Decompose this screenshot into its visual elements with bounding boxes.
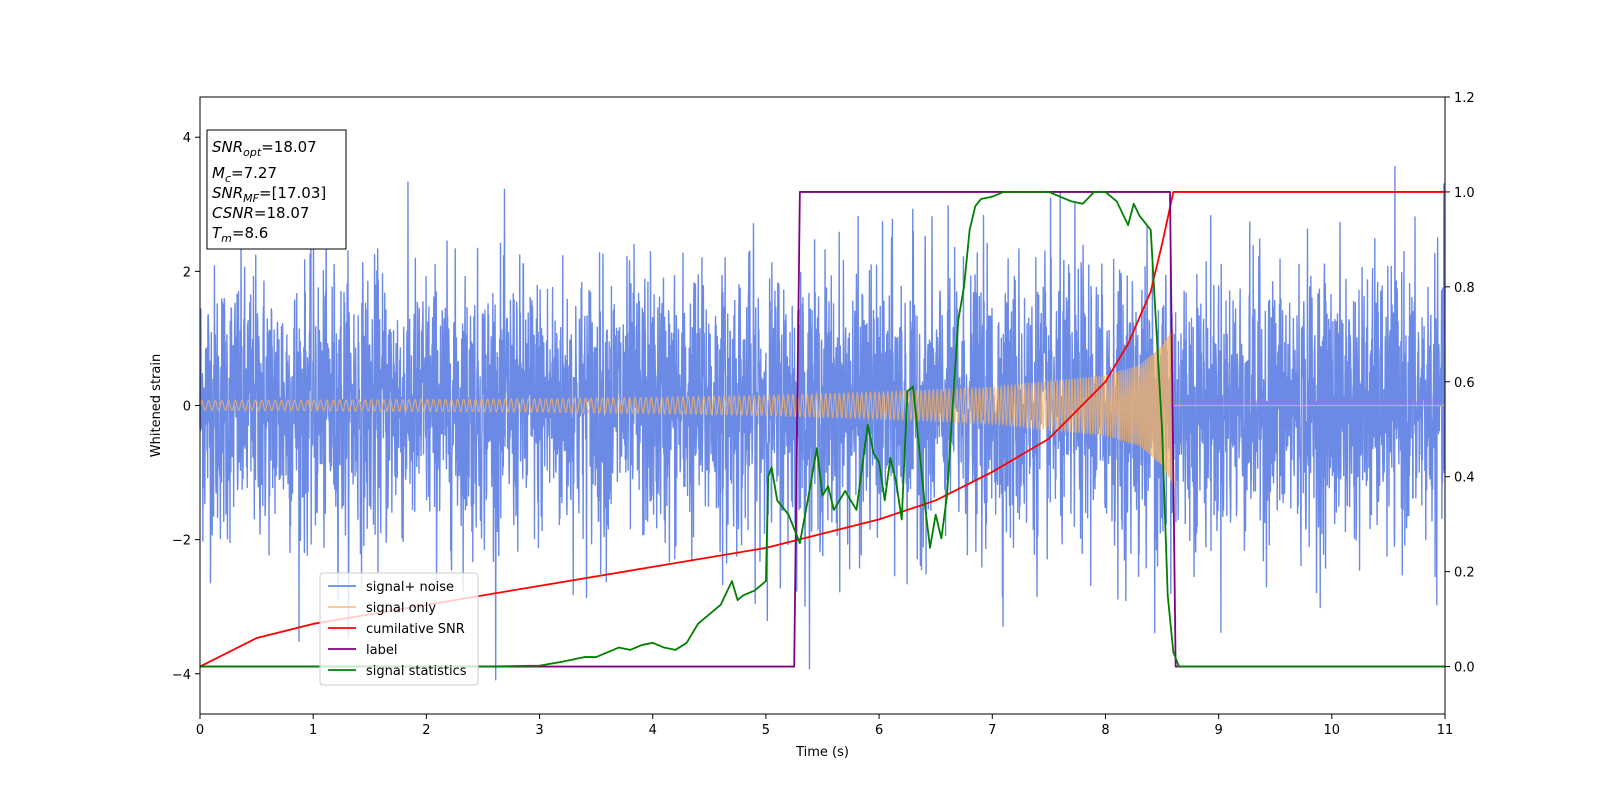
- x-tick-label: 0: [196, 723, 204, 738]
- y-right-tick-label: 1.2: [1454, 91, 1475, 106]
- x-tick-label: 3: [535, 723, 543, 738]
- x-tick-label: 5: [762, 723, 770, 738]
- info-box: SNRopt=18.07 Mc=7.27 SNRMF=[17.03] CSNR=…: [206, 129, 347, 250]
- y-axis-right-ticks: 0.0 0.2 0.4 0.6 0.8 1.0 1.2: [1445, 91, 1475, 676]
- legend-entry-label: cumilative SNR: [366, 622, 465, 637]
- series-signal-statistics: [200, 191, 1445, 668]
- legend-entry-label: signal+ noise: [366, 580, 454, 595]
- legend-entry-label: signal only: [366, 601, 436, 616]
- info-tm: Tm=8.6: [212, 224, 268, 245]
- x-tick-label: 7: [988, 723, 996, 738]
- info-mc: Mc=7.27: [212, 164, 277, 185]
- x-tick-label: 4: [649, 723, 657, 738]
- y-left-tick-label: 0: [183, 400, 191, 415]
- y-right-tick-label: 0.4: [1454, 471, 1475, 486]
- info-csnr: CSNR=18.07: [212, 204, 309, 222]
- info-box-frame: [206, 129, 347, 250]
- y-right-tick-label: 0.6: [1454, 376, 1475, 391]
- y-left-tick-label: −4: [172, 668, 191, 683]
- y-right-tick-label: 1.0: [1454, 186, 1475, 201]
- legend: signal+ noise signal only cumilative SNR la…: [319, 572, 479, 686]
- x-tick-label: 10: [1324, 723, 1341, 738]
- y-axis-left-ticks: −4 −2 0 2 4: [172, 131, 200, 683]
- x-tick-label: 11: [1437, 723, 1454, 738]
- signal-series-layer: [199, 326, 1445, 485]
- info-snr-opt: SNRopt=18.07: [212, 138, 317, 159]
- legend-entry-label: label: [366, 643, 397, 658]
- y-right-tick-label: 0.8: [1454, 281, 1475, 296]
- x-axis-label: Time (s): [795, 745, 849, 760]
- info-snr-mf: SNRMF=[17.03]: [212, 184, 326, 205]
- y-right-tick-label: 0.2: [1454, 566, 1475, 581]
- y-left-tick-label: 2: [183, 265, 191, 280]
- series-signal-only: [199, 326, 1445, 485]
- x-tick-label: 9: [1214, 723, 1222, 738]
- y-right-tick-label: 0.0: [1454, 661, 1475, 676]
- legend-entry-label: signal statistics: [366, 664, 467, 679]
- x-tick-label: 2: [422, 723, 430, 738]
- y-left-tick-label: 4: [183, 131, 191, 146]
- x-tick-label: 6: [875, 723, 883, 738]
- x-tick-label: 1: [309, 723, 317, 738]
- x-tick-label: 8: [1101, 723, 1109, 738]
- y-axis-label: Whitened strain: [149, 354, 164, 457]
- legend-frame: [319, 572, 479, 686]
- x-axis-ticks: 0 1 2 3 4 5 6 7 8 9 10 11: [196, 714, 1453, 738]
- y-left-tick-label: −2: [172, 534, 191, 549]
